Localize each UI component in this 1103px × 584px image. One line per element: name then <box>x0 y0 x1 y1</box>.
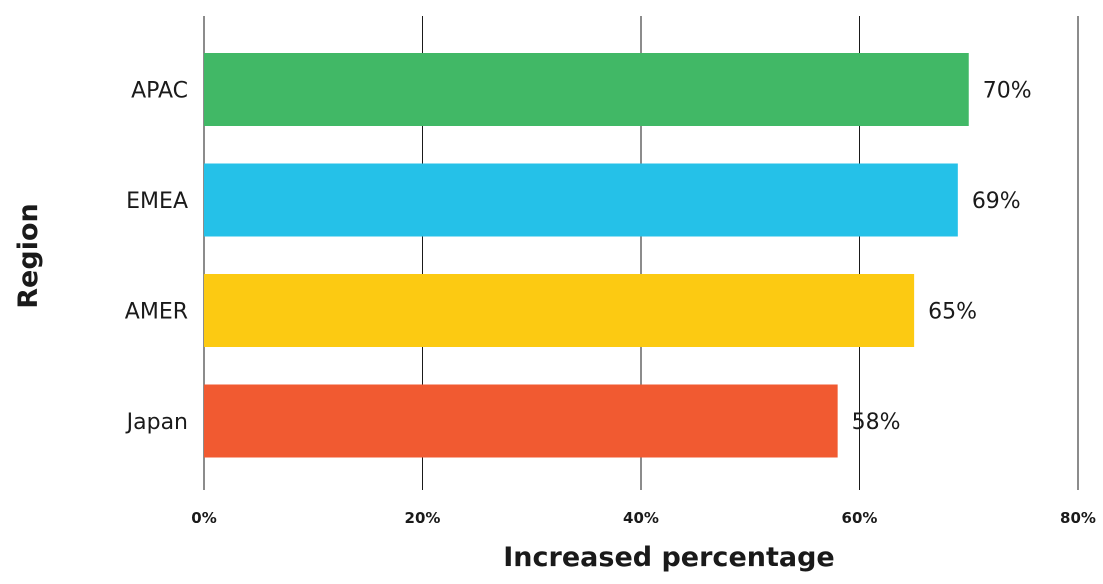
category-labels: APAC EMEA AMER Japan <box>125 79 188 436</box>
value-label: 58% <box>852 410 901 435</box>
y-axis-title: Region <box>13 203 44 308</box>
value-label: 69% <box>972 189 1021 214</box>
bar-amer <box>204 274 915 347</box>
bar-japan <box>204 384 838 458</box>
category-label: APAC <box>131 79 188 104</box>
x-tick-label: 80% <box>1060 509 1096 527</box>
bars <box>204 53 969 458</box>
category-label: Japan <box>125 410 188 435</box>
bar-emea <box>204 163 958 237</box>
value-label: 70% <box>983 79 1032 104</box>
bar-apac <box>204 53 969 126</box>
category-label: EMEA <box>126 189 188 214</box>
x-axis-title: Increased percentage <box>503 542 835 573</box>
x-tick-label: 40% <box>623 509 659 527</box>
category-label: AMER <box>125 300 188 325</box>
x-tick-label: 60% <box>842 509 878 527</box>
x-tick-label: 0% <box>191 509 216 527</box>
value-label: 65% <box>928 300 977 325</box>
x-tick-label: 20% <box>405 509 441 527</box>
value-labels: 70% 69% 65% 58% <box>852 79 1032 436</box>
x-tick-labels: 0% 20% 40% 60% 80% <box>191 509 1096 527</box>
